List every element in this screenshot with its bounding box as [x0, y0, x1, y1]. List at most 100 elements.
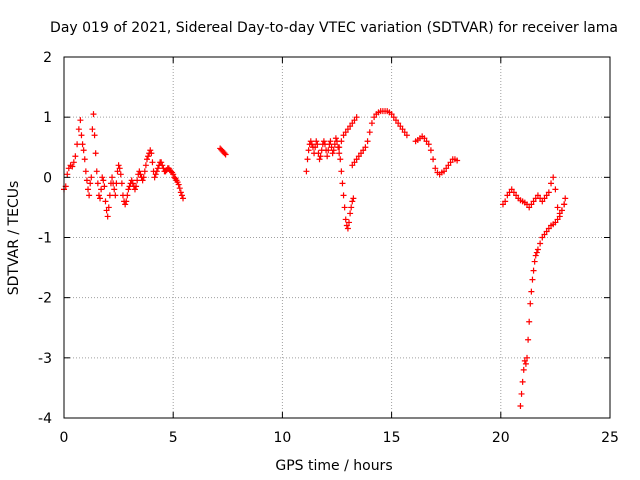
data-point: [94, 180, 101, 187]
data-point: [305, 147, 312, 154]
data-point: [88, 174, 95, 181]
data-point: [529, 276, 536, 283]
data-point: [320, 138, 327, 145]
data-point: [530, 267, 537, 274]
data-point: [162, 168, 169, 175]
data-point: [69, 163, 76, 170]
data-point: [445, 162, 452, 169]
data-point: [171, 174, 178, 181]
data-point: [80, 147, 87, 154]
data-point: [371, 114, 378, 121]
data-point: [388, 111, 395, 118]
data-point: [339, 180, 346, 187]
data-point: [550, 174, 557, 181]
data-point: [399, 126, 406, 133]
data-point: [543, 192, 550, 199]
data-point: [346, 219, 353, 226]
data-point: [158, 159, 165, 166]
data-point: [77, 117, 84, 124]
data-point: [432, 165, 439, 172]
data-point: [534, 246, 541, 253]
data-point: [541, 195, 548, 202]
data-point: [109, 174, 116, 181]
data-point: [83, 177, 90, 184]
data-point: [554, 216, 561, 223]
data-point: [72, 153, 79, 160]
y-tick-label: -1: [38, 231, 52, 247]
data-point: [395, 120, 402, 127]
data-point: [136, 168, 143, 175]
data-point: [90, 111, 97, 118]
data-point: [528, 288, 535, 295]
data-point: [129, 180, 136, 187]
data-point: [332, 135, 339, 142]
data-point: [554, 204, 561, 211]
data-point: [390, 114, 397, 121]
data-point: [74, 141, 81, 148]
data-point: [134, 177, 141, 184]
data-point: [92, 150, 99, 157]
data-point: [151, 174, 158, 181]
data-point: [105, 204, 112, 211]
data-point: [533, 249, 540, 256]
data-point: [425, 141, 432, 148]
data-points: [61, 108, 569, 409]
data-point: [328, 144, 335, 151]
data-point: [75, 126, 82, 133]
data-point: [176, 185, 183, 192]
data-point: [327, 138, 334, 145]
data-point: [303, 168, 310, 175]
data-point: [154, 165, 161, 172]
data-point: [221, 150, 228, 157]
x-tick-label: 20: [492, 430, 510, 446]
data-point: [528, 201, 535, 208]
data-point: [131, 186, 138, 193]
data-point: [139, 177, 146, 184]
data-point: [510, 189, 517, 196]
data-point: [140, 174, 147, 181]
data-point: [304, 156, 311, 163]
data-point: [423, 138, 430, 145]
data-point: [347, 123, 354, 130]
data-point: [499, 201, 506, 208]
data-point: [517, 402, 524, 409]
data-point: [315, 150, 322, 157]
x-tick-labels: 0 5 10 15 20 25: [60, 430, 619, 446]
data-point: [351, 117, 358, 124]
data-point: [153, 168, 160, 175]
data-point: [70, 159, 77, 166]
data-point: [349, 162, 356, 169]
data-point: [337, 156, 344, 163]
data-point: [103, 207, 110, 214]
data-point: [368, 120, 375, 127]
x-tick-label: 0: [60, 430, 69, 446]
data-point: [340, 132, 347, 139]
y-tick-label: 2: [43, 50, 52, 66]
data-point: [355, 153, 362, 160]
data-point: [342, 129, 349, 136]
y-tick-label: 1: [43, 110, 52, 126]
data-point: [524, 354, 531, 361]
data-point: [125, 186, 132, 193]
data-point: [545, 189, 552, 196]
data-point: [443, 165, 450, 172]
data-point: [526, 318, 533, 325]
data-point: [362, 144, 369, 151]
data-point: [111, 186, 118, 193]
data-point: [350, 195, 357, 202]
data-point: [143, 156, 150, 163]
y-tick-label: 0: [43, 170, 52, 186]
data-point: [104, 213, 111, 220]
chart-title: Day 019 of 2021, Sidereal Day-to-day VTE…: [50, 20, 618, 36]
data-point: [89, 126, 96, 133]
data-point: [558, 207, 565, 214]
x-tick-label: 10: [273, 430, 291, 446]
y-axis-label: SDTVAR / TECUs: [6, 181, 22, 296]
tick-marks: [63, 56, 611, 419]
data-point: [526, 204, 533, 211]
data-point: [82, 168, 89, 175]
data-point: [401, 129, 408, 136]
data-point: [521, 357, 528, 364]
data-point: [504, 192, 511, 199]
